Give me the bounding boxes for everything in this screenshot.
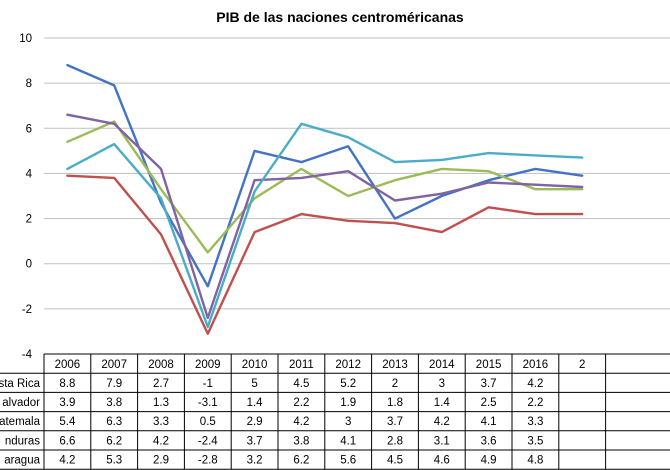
- table-cell: 5.4: [59, 416, 76, 428]
- table-cell: 3.8: [293, 435, 309, 447]
- y-tick-label: 8: [26, 78, 32, 90]
- table-cell: 1.3: [153, 397, 169, 409]
- table-cell: -3.1: [198, 397, 218, 409]
- table-cell: 3.8: [106, 397, 122, 409]
- x-tick-label: 2016: [523, 359, 549, 371]
- table-cell: 3.9: [59, 397, 75, 409]
- gridlines: [44, 37, 670, 355]
- table-cell: 2.7: [153, 378, 169, 390]
- y-tick-label: -4: [22, 349, 33, 361]
- table-cell: 4.8: [527, 455, 543, 467]
- table-cell: 4.9: [481, 455, 497, 467]
- series-lines: [66, 63, 584, 335]
- table-cell: 3.2: [247, 455, 263, 467]
- legend-label: nduras: [5, 435, 40, 447]
- x-tick-label: 2007: [101, 359, 127, 371]
- table-cell: 4.5: [293, 378, 309, 390]
- table-cell: 4.1: [481, 416, 497, 428]
- y-tick-label: 10: [19, 33, 32, 45]
- table-cell: 5.6: [340, 455, 356, 467]
- table-cell: 5: [251, 378, 257, 390]
- x-tick-label: 2013: [382, 359, 408, 371]
- legend-label: sta Rica: [0, 378, 41, 390]
- table-cell: 4.2: [527, 378, 543, 390]
- table-cell: 0.5: [200, 416, 216, 428]
- table-cell: 4.1: [340, 435, 356, 447]
- table-cell: 3.1: [434, 435, 450, 447]
- table-cell: 3: [439, 378, 445, 390]
- table-cell: 6.3: [106, 416, 122, 428]
- table-cell: -2.4: [198, 435, 218, 447]
- legend-label: aragua: [4, 455, 40, 467]
- table-cell: 1.4: [247, 397, 264, 409]
- table-cell: 4.5: [387, 455, 403, 467]
- table-cell: 1.9: [340, 397, 356, 409]
- series-line: [66, 120, 584, 254]
- table-cell: 3.3: [527, 416, 543, 428]
- table-cell: 3.6: [481, 435, 497, 447]
- table-cell: 3.7: [247, 435, 263, 447]
- table-cell: 3.7: [481, 378, 497, 390]
- y-tick-label: 6: [26, 123, 32, 135]
- table-cell: 4.2: [153, 435, 169, 447]
- x-tick-label: 2014: [429, 359, 455, 371]
- x-tick-label: 2012: [335, 359, 361, 371]
- table-cell: 7.9: [106, 378, 122, 390]
- x-tick-label: 2009: [195, 359, 221, 371]
- table-cell: 6.2: [293, 455, 309, 467]
- table-cell: 3.5: [527, 435, 543, 447]
- y-tick-label: 2: [26, 214, 32, 226]
- x-tick-label: 2015: [476, 359, 502, 371]
- chart-title: PIB de las naciones centroméricanas: [216, 9, 464, 25]
- table-cell: 1.4: [434, 397, 451, 409]
- x-tick-label: 2006: [55, 359, 81, 371]
- table-cell: 1.8: [387, 397, 403, 409]
- data-table: 2006 2007 2008 2009 2010 2011 2012 2013 2014 2015…: [0, 353, 670, 470]
- series-line: [66, 122, 584, 329]
- y-tick-label: 0: [26, 259, 32, 271]
- table-cell: 3: [345, 416, 351, 428]
- table-cell: 2.8: [387, 435, 403, 447]
- table-cell: 3.7: [387, 416, 403, 428]
- table-cell: 4.2: [293, 416, 309, 428]
- table-cell: 5.3: [106, 455, 122, 467]
- table-cell: 2.5: [481, 397, 497, 409]
- table-cell: 4.2: [434, 416, 450, 428]
- y-tick-label: -2: [22, 304, 32, 316]
- table-cell: -2.8: [198, 455, 218, 467]
- table-cell: 2.9: [247, 416, 263, 428]
- y-axis-ticks: -4 -2 0 2 4 6 8 10: [19, 33, 32, 361]
- legend-label: alvador: [2, 397, 40, 409]
- table-cell: 2.9: [153, 455, 169, 467]
- table-cell: 4.6: [434, 455, 450, 467]
- table-cell: 5.2: [340, 378, 356, 390]
- x-tick-label: 2008: [148, 359, 174, 371]
- table-cell: 8.8: [59, 378, 75, 390]
- table-cell: 2.2: [293, 397, 309, 409]
- table-cell: 6.2: [106, 435, 122, 447]
- series-line: [66, 174, 584, 335]
- table-cell: 6.6: [59, 435, 75, 447]
- table-cell: 2.2: [527, 397, 543, 409]
- x-tick-label: 2010: [242, 359, 268, 371]
- series-line: [66, 113, 584, 320]
- y-tick-label: 4: [26, 168, 33, 180]
- table-cell: -1: [203, 378, 213, 390]
- legend-label: atemala: [0, 416, 41, 428]
- table-cell: 2: [392, 378, 398, 390]
- table-cell: 3.3: [153, 416, 169, 428]
- series-line: [66, 63, 584, 288]
- table-cell: 4.2: [59, 455, 75, 467]
- x-tick-label: 2011: [289, 359, 314, 371]
- x-tick-label: 2: [579, 359, 585, 371]
